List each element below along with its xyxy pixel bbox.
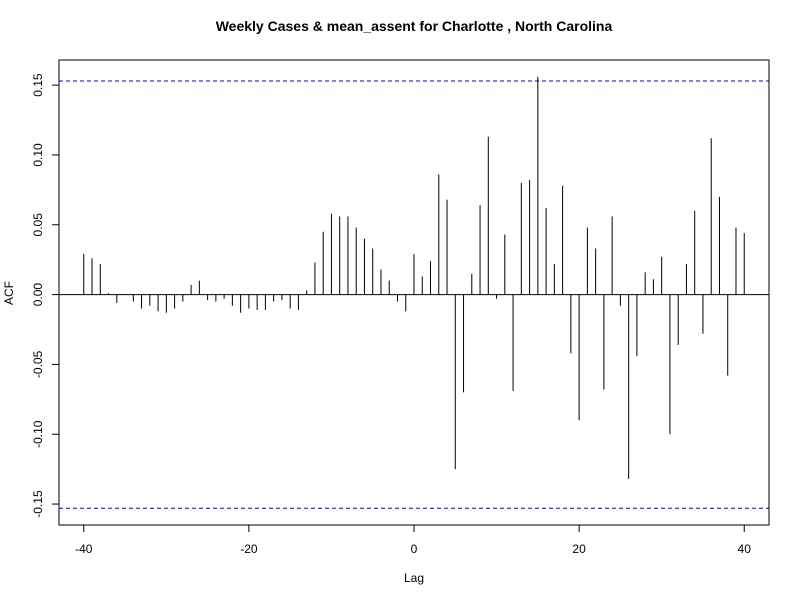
x-tick-label: -20 bbox=[240, 542, 258, 556]
y-tick-label: 0.10 bbox=[31, 143, 45, 167]
y-axis: -0.15 -0.10 -0.05 0.00 0.05 0.10 0.15 bbox=[31, 73, 60, 518]
x-tick-label: 20 bbox=[572, 542, 586, 556]
y-tick-label: 0.15 bbox=[31, 73, 45, 97]
y-tick-label: 0.00 bbox=[31, 283, 45, 307]
x-axis-label: Lag bbox=[404, 571, 424, 585]
plot-area bbox=[59, 76, 769, 509]
y-tick-label: -0.15 bbox=[31, 490, 45, 518]
y-tick-label: 0.05 bbox=[31, 213, 45, 237]
y-tick-label: -0.05 bbox=[31, 350, 45, 378]
y-axis-label: ACF bbox=[2, 281, 16, 305]
x-tick-label: 40 bbox=[738, 542, 752, 556]
x-axis: -40 -20 0 20 40 bbox=[75, 524, 752, 556]
x-tick-label: -40 bbox=[75, 542, 93, 556]
y-tick-label: -0.10 bbox=[31, 420, 45, 448]
x-tick-label: 0 bbox=[411, 542, 418, 556]
chart-title: Weekly Cases & mean_assent for Charlotte… bbox=[216, 18, 613, 34]
